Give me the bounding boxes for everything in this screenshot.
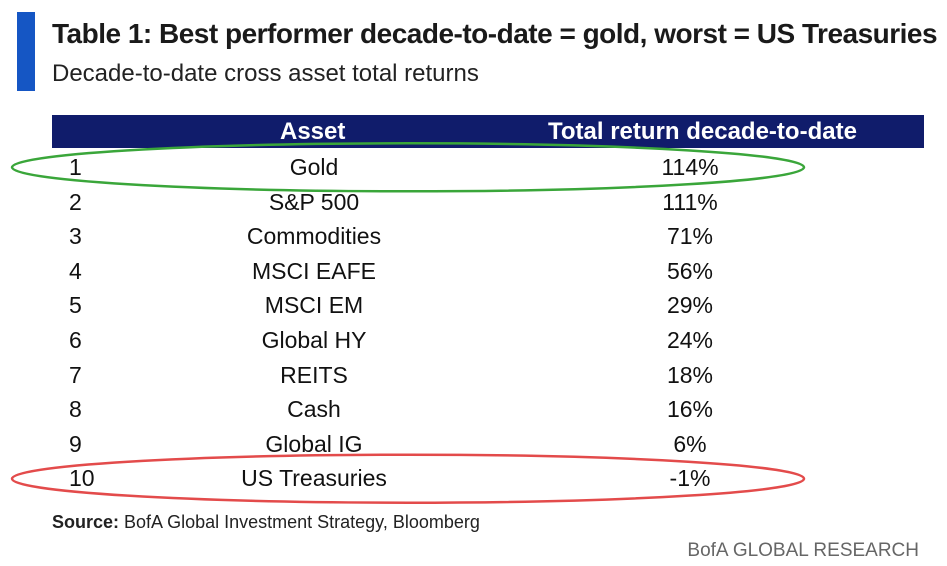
asset-cell: Global IG [265,430,363,457]
asset-cell: Gold [289,154,339,180]
rank-cell: 10 [69,465,95,492]
chart-title: Table 1: Best performer decade-to-date =… [52,18,938,49]
return-cell: 24% [666,326,714,353]
table-row: 1 Gold 114% [52,150,924,185]
asset-cell: REITS [280,361,348,388]
rank-cell: 9 [69,430,82,457]
header-total-return: Total return decade-to-date [548,118,857,145]
return-cell: 16% [666,396,714,423]
return-cell: 114% [661,154,719,180]
asset-cell: Global HY [261,326,367,353]
return-cell: 18% [666,361,714,388]
asset-cell: MSCI EAFE [252,257,376,284]
table-row: 7 REITS 18% [52,358,924,393]
rank-cell: 8 [69,396,82,423]
rank-cell: 4 [69,257,82,284]
rank-cell: 2 [69,188,82,215]
table-header: Asset Total return decade-to-date [52,115,924,148]
asset-cell: MSCI EM [264,292,364,319]
return-cell: 6% [673,430,707,457]
table-body: 1 Gold 114% 2 S&P 500 111% 3 Commodities 71% 4 MSC… [52,150,924,496]
table-row: 6 Global HY 24% [52,323,924,358]
source-label: Source: [52,512,120,532]
asset-cell: Cash [287,396,341,423]
table-row: 9 Global IG 6% [52,427,924,462]
table-row: 4 MSCI EAFE 56% [52,254,924,289]
chart-subtitle: Decade-to-date cross asset total returns [52,60,479,87]
return-cell: 111% [662,188,718,215]
table-row: 5 MSCI EM 29% [52,288,924,323]
source-text: BofA Global Investment Strategy, Bloombe… [119,512,480,532]
table-row: 8 Cash 16% [52,392,924,427]
title-accent-bar [17,12,35,91]
return-cell: 71% [666,223,714,250]
table-row: 10 US Treasuries -1% [52,461,924,496]
rank-cell: 6 [69,326,82,353]
return-cell: 56% [666,257,714,284]
asset-cell: US Treasuries [241,465,387,492]
asset-cell: Commodities [246,223,382,250]
rank-cell: 5 [69,292,82,319]
rank-cell: 7 [69,361,82,388]
brand-footer: BofA GLOBAL RESEARCH [687,540,919,561]
table-row: 3 Commodities 71% [52,219,924,254]
source-note: Source: BofA Global Investment Strategy,… [52,512,480,533]
table-row: 2 S&P 500 111% [52,185,924,220]
header-asset: Asset [280,118,346,145]
rank-cell: 3 [69,223,82,250]
return-cell: -1% [669,465,711,492]
asset-cell: S&P 500 [268,188,360,215]
return-cell: 29% [666,292,714,319]
rank-cell: 1 [69,154,82,180]
